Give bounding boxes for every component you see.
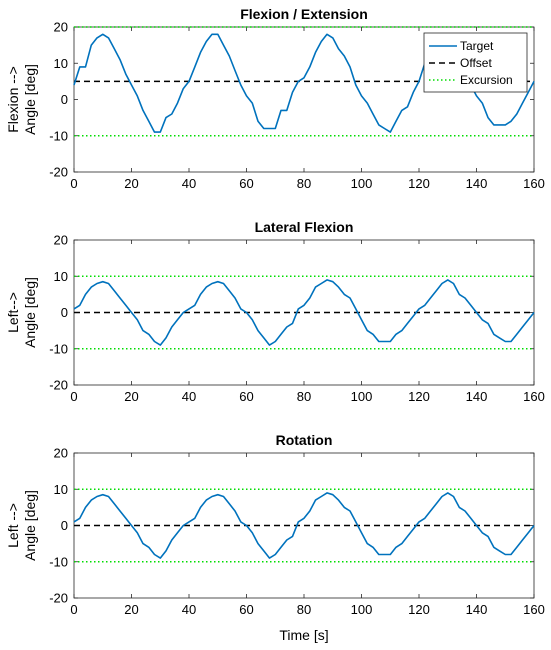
legend-box <box>423 32 528 93</box>
y-axis-label: Angle [deg] <box>22 277 38 348</box>
subplot-title: Flexion / Extension <box>240 6 368 22</box>
x-tick-label: 60 <box>239 602 253 617</box>
y-tick-label: 10 <box>54 269 68 284</box>
y-axis-label: Angle [deg] <box>22 64 38 135</box>
y-tick-label: 0 <box>61 305 68 320</box>
y-tick-label: 20 <box>54 20 68 35</box>
x-tick-label: 60 <box>239 176 253 191</box>
x-tick-label: 80 <box>297 602 311 617</box>
subplot-1: -20 -10 0 10 20 0 20 40 60 80 100 120 140 160 Flexion … <box>5 6 545 191</box>
y-tick-label: -20 <box>49 591 68 606</box>
x-tick-label: 80 <box>297 176 311 191</box>
x-tick-label: 40 <box>182 176 196 191</box>
target-series-line <box>73 279 535 346</box>
x-tick-label: 100 <box>351 176 373 191</box>
x-tick-label: 120 <box>408 389 430 404</box>
y-tick-label: 10 <box>54 482 68 497</box>
target-series-line <box>73 492 535 559</box>
y-tick-label: 20 <box>54 233 68 248</box>
y-axis-label: Angle [deg] <box>22 490 38 561</box>
legend-entry-label: Excursion <box>460 73 513 87</box>
y-tick-label: -20 <box>49 165 68 180</box>
x-tick-label: 160 <box>523 176 545 191</box>
x-tick-label: 120 <box>408 602 430 617</box>
x-tick-label: 140 <box>466 389 488 404</box>
x-tick-label: 20 <box>124 602 138 617</box>
x-tick-label: 20 <box>124 176 138 191</box>
y-tick-label: -10 <box>49 341 68 356</box>
x-tick-label: 160 <box>523 602 545 617</box>
x-axis-label: Time [s] <box>279 627 328 643</box>
y-tick-label: -10 <box>49 554 68 569</box>
subplot-title: Lateral Flexion <box>255 219 354 235</box>
subplot-2: -20 -10 0 10 20 0 20 40 60 80 100 120 140 160 Lateral … <box>5 219 545 404</box>
x-tick-label: 60 <box>239 389 253 404</box>
legend-entry-label: Offset <box>460 56 492 70</box>
y-tick-label: 20 <box>54 446 68 461</box>
legend-entry-label: Target <box>460 39 494 53</box>
y-axis-label: Left--> <box>5 292 21 333</box>
subplot-3: -20 -10 0 10 20 0 20 40 60 80 100 120 140 160 Rotation… <box>5 432 545 617</box>
x-tick-label: 100 <box>351 389 373 404</box>
x-tick-label: 40 <box>182 389 196 404</box>
y-tick-label: 10 <box>54 56 68 71</box>
y-axis-label: Flexion --> <box>5 66 21 133</box>
y-tick-label: 0 <box>61 92 68 107</box>
x-tick-label: 100 <box>351 602 373 617</box>
subplot-title: Rotation <box>276 432 333 448</box>
x-tick-label: 160 <box>523 389 545 404</box>
y-tick-label: -20 <box>49 378 68 393</box>
x-tick-label: 0 <box>70 176 77 191</box>
x-tick-label: 140 <box>466 602 488 617</box>
x-tick-label: 120 <box>408 176 430 191</box>
x-tick-label: 80 <box>297 389 311 404</box>
y-axis-label: Left --> <box>5 503 21 548</box>
x-tick-label: 20 <box>124 389 138 404</box>
x-tick-label: 0 <box>70 602 77 617</box>
legend: Target Offset Excursion <box>423 32 528 93</box>
x-tick-label: 140 <box>466 176 488 191</box>
y-tick-label: 0 <box>61 518 68 533</box>
y-tick-label: -10 <box>49 128 68 143</box>
x-tick-label: 40 <box>182 602 196 617</box>
x-tick-label: 0 <box>70 389 77 404</box>
